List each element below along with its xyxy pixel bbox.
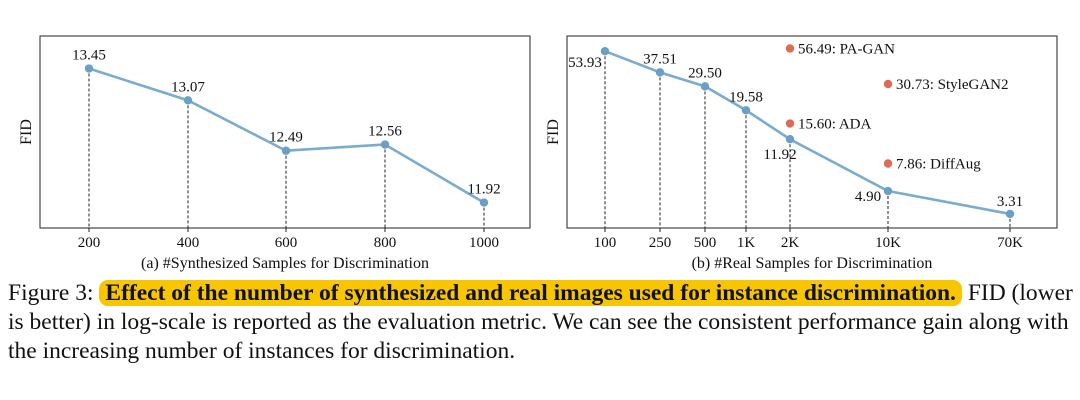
caption-label: Figure 3:: [8, 280, 94, 306]
chart-b-data-label-5: 4.90: [855, 189, 881, 205]
chart-b-point-1: [655, 68, 665, 77]
chart-a-point-3: [380, 140, 390, 149]
caption-text: FID (lower is better) in log-scale is re…: [8, 280, 1073, 364]
chart-b-annotation-label-1: 30.73: StyleGAN2: [896, 77, 1009, 93]
chart-a-data-label-4: 11.92: [467, 182, 500, 198]
chart-b-point-6: [1005, 209, 1015, 219]
chart-a-data-label-0: 13.45: [72, 48, 106, 64]
chart-b-tick-label-5: 10K: [875, 235, 901, 251]
chart-b-data-label-2: 29.50: [688, 65, 722, 81]
chart-b-ylabel: FID: [545, 119, 562, 145]
chart-a-frame: [39, 35, 531, 229]
chart-b-tick-label-3: 1K: [737, 235, 756, 251]
chart-b-point-4: [785, 135, 795, 144]
chart-b-annotation-label-3: 7.86: DiffAug: [896, 156, 981, 172]
chart-b-annotation-point-2: [785, 119, 795, 128]
chart-a-data-label-1: 13.07: [171, 79, 205, 95]
chart-a-point-4: [479, 198, 489, 207]
chart-b-series-line: [604, 49, 1011, 216]
caption-bold: Effect of the number of synthesized and …: [99, 280, 962, 306]
chart-b-data-label-4: 11.92: [763, 147, 796, 163]
chart-a-point-2: [281, 146, 291, 155]
chart-b-annotation-point-3: [883, 159, 893, 168]
chart-b-point-5: [883, 186, 893, 196]
chart-a-tick-label-0: 200: [78, 235, 101, 251]
chart-b-data-label-6: 3.31: [997, 194, 1023, 210]
chart-b-xlabel: (b) #Real Samples for Discrimination: [692, 255, 933, 272]
chart-b: 53.93 37.51 29.50 19.58 11.92 4.90 3.31 56.49: …: [545, 35, 1058, 272]
chart-b-frame: [566, 35, 1058, 229]
chart-a-data-label-3: 12.56: [368, 124, 402, 140]
chart-b-point-2: [700, 82, 710, 91]
chart-b-tick-label-0: 100: [594, 235, 617, 251]
chart-a-ylabel: FID: [18, 119, 35, 145]
chart-a-tick-label-4: 1000: [469, 235, 499, 251]
chart-b-annotation-label-0: 56.49: PA-GAN: [798, 42, 895, 58]
figure-caption: Figure 3: Effect of the number of synthe…: [8, 279, 1074, 366]
chart-a: 13.45 13.07 12.49 12.56 11.92 200 400 600 800 100…: [18, 35, 531, 272]
chart-a-tick-label-1: 400: [177, 235, 200, 251]
chart-b-tick-label-6: 70K: [997, 235, 1023, 251]
chart-b-annotation-label-2: 15.60: ADA: [798, 117, 872, 133]
chart-b-annotation-point-0: [785, 44, 795, 53]
chart-b-point-0: [600, 47, 610, 56]
figure-charts: 13.45 13.07 12.49 12.56 11.92 200 400 600 800 100…: [18, 35, 1058, 272]
chart-a-tick-label-2: 600: [275, 235, 298, 251]
chart-b-data-label-0: 53.93: [568, 55, 602, 71]
chart-b-data-label-3: 19.58: [729, 89, 763, 105]
chart-b-point-3: [741, 106, 751, 115]
chart-b-annotation-point-1: [883, 79, 893, 89]
chart-b-data-label-1: 37.51: [643, 51, 677, 67]
chart-b-tick-label-2: 500: [694, 235, 717, 251]
chart-a-point-1: [183, 96, 193, 105]
chart-a-xlabel: (a) #Synthesized Samples for Discriminat…: [141, 255, 429, 272]
chart-a-point-0: [84, 64, 94, 73]
chart-a-tick-label-3: 800: [374, 235, 397, 251]
chart-b-tick-label-1: 250: [649, 235, 672, 251]
chart-a-data-label-2: 12.49: [269, 130, 303, 146]
chart-b-tick-label-4: 2K: [781, 235, 800, 251]
